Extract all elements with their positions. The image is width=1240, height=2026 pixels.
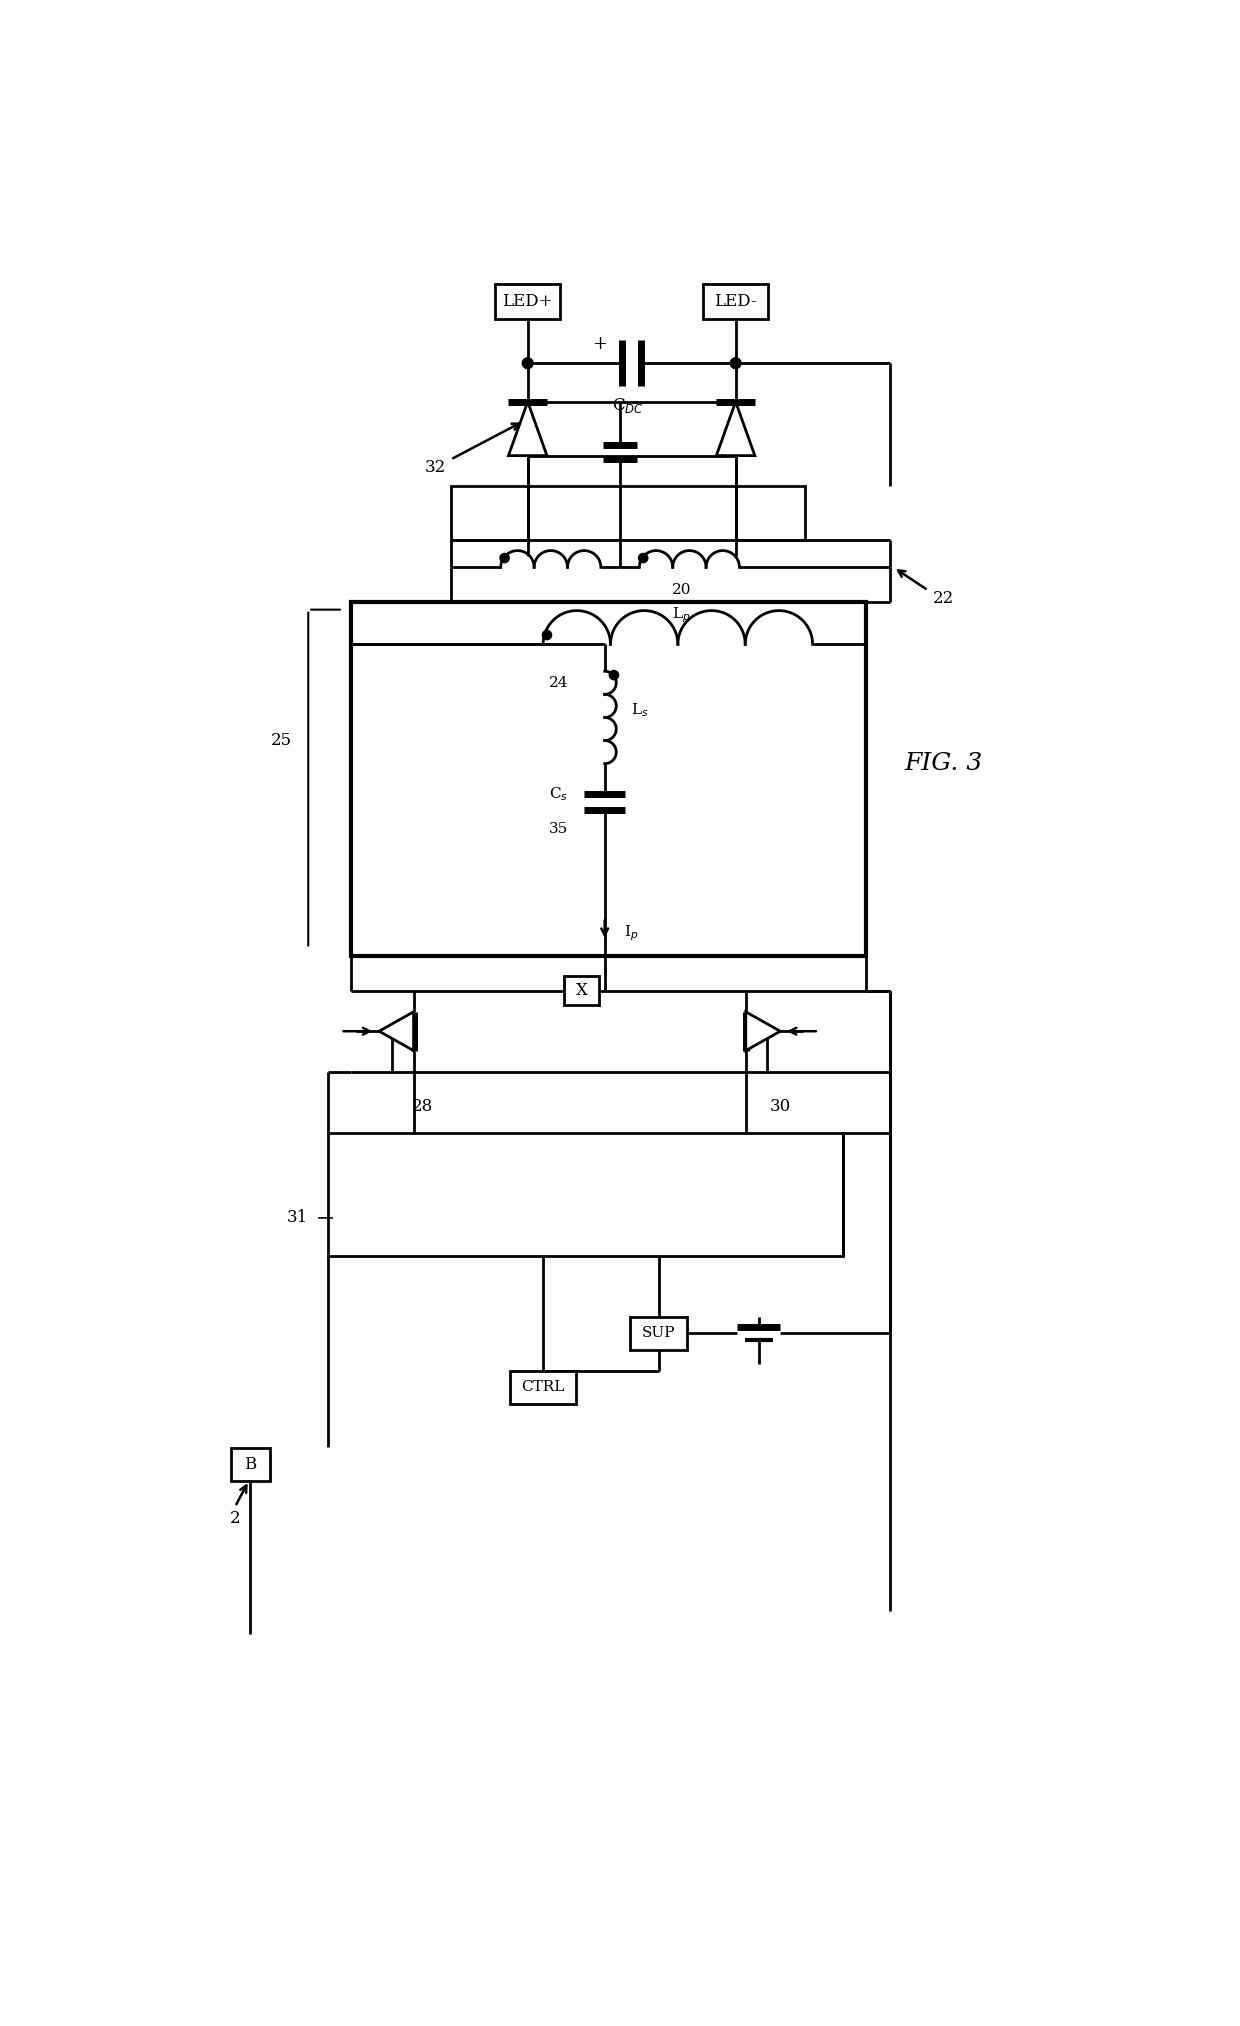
Text: C$_{DC}$: C$_{DC}$ [611,397,644,415]
Text: 25: 25 [270,731,291,750]
Bar [450,486,805,541]
Text: CTRL: CTRL [521,1380,564,1394]
Text: 2: 2 [229,1509,241,1528]
Text: I$_p$: I$_p$ [624,924,639,942]
Bar [564,977,599,1005]
Text: 20: 20 [672,583,692,598]
Text: FIG. 3: FIG. 3 [904,752,982,776]
Text: LED-: LED- [714,294,756,310]
Bar [703,284,769,318]
Circle shape [542,630,552,640]
Text: +: + [591,334,606,353]
Text: 30: 30 [770,1098,791,1114]
Text: L$_s$: L$_s$ [631,701,649,719]
Text: SUP: SUP [642,1327,676,1341]
Polygon shape [717,401,755,456]
Polygon shape [379,1011,414,1051]
Bar [327,1133,843,1256]
Bar [630,1317,687,1349]
Bar [231,1449,270,1481]
Polygon shape [745,1011,780,1051]
Text: 22: 22 [932,590,954,606]
Circle shape [609,671,619,679]
Circle shape [500,553,510,563]
Circle shape [639,553,647,563]
Bar [351,602,867,956]
Text: L$_p$: L$_p$ [672,606,691,624]
Text: LED+: LED+ [502,294,553,310]
Text: 31: 31 [286,1210,309,1226]
Text: X: X [575,983,588,999]
Text: 35: 35 [549,823,568,837]
Text: B: B [244,1457,257,1473]
Circle shape [730,359,742,369]
Text: 28: 28 [412,1098,434,1114]
Bar [511,1372,575,1404]
Polygon shape [508,401,547,456]
Text: 24: 24 [549,677,568,689]
Bar [495,284,560,318]
Circle shape [522,359,533,369]
Text: 32: 32 [424,458,446,476]
Text: C$_s$: C$_s$ [549,786,568,802]
